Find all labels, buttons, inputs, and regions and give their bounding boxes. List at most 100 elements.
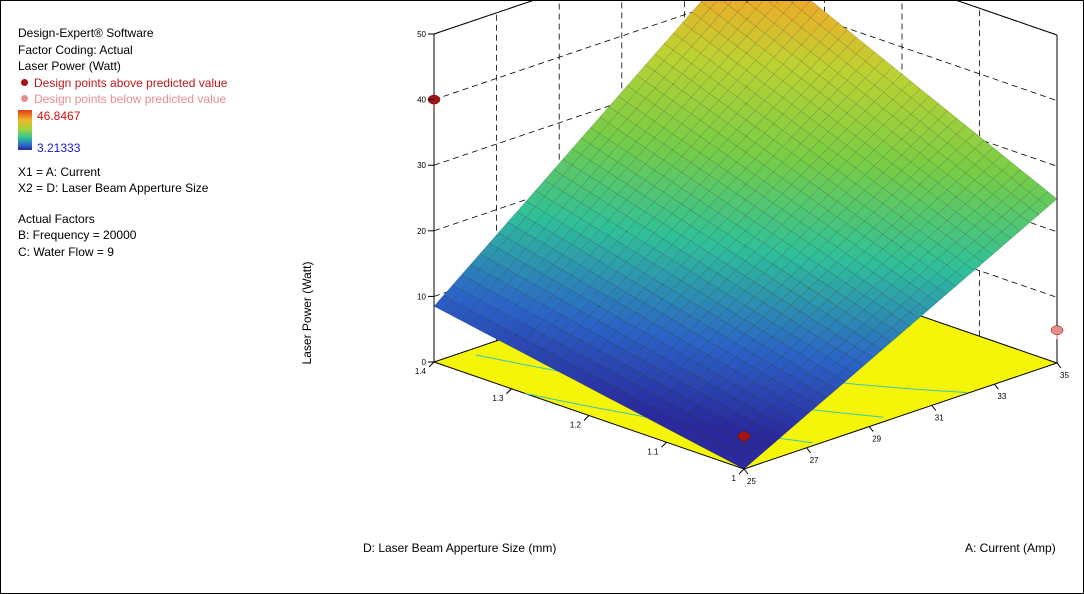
color-legend: 46.8467 3.21333 xyxy=(18,108,227,155)
surface-patch xyxy=(470,268,490,286)
surface-patch xyxy=(725,411,745,426)
surface-patch xyxy=(735,275,755,292)
surface-patch xyxy=(543,248,563,265)
surface-patch xyxy=(1001,223,1021,240)
design-point xyxy=(737,431,751,441)
surface-patch xyxy=(722,1,733,6)
surface-patch xyxy=(791,175,811,192)
surface-patch xyxy=(688,431,709,446)
response-name: Laser Power (Watt) xyxy=(18,59,121,73)
surface-patch xyxy=(525,284,545,301)
surface-patch xyxy=(653,298,673,315)
x2-definition: X2 = D: Laser Beam Apperture Size xyxy=(18,181,209,195)
design-point xyxy=(1050,325,1064,335)
surface-patch xyxy=(680,372,700,387)
surface-patch xyxy=(890,319,911,335)
box-edge xyxy=(433,1,534,35)
y-tick xyxy=(506,388,512,395)
y-tick-label: 1.3 xyxy=(492,394,504,403)
surface-patch xyxy=(707,441,727,455)
x-tick xyxy=(1056,362,1062,369)
surface-patch xyxy=(718,39,738,58)
surface-patch xyxy=(855,190,875,207)
factor-frequency: B: Frequency = 20000 xyxy=(18,228,137,242)
surface-patch xyxy=(873,156,893,174)
x-tick-label: 33 xyxy=(997,392,1006,401)
color-min-label: 3.21333 xyxy=(37,140,81,155)
surface-patch xyxy=(725,450,745,465)
y-tick xyxy=(738,468,745,475)
x-tick-label: 31 xyxy=(935,413,944,422)
surface-patch xyxy=(789,1,795,4)
x-tick xyxy=(994,383,999,390)
box-edge xyxy=(956,1,1058,36)
legend-above-entry: Design points above predicted value xyxy=(18,75,227,92)
x-tick xyxy=(931,405,937,411)
x-tick xyxy=(743,468,749,475)
surface-patch xyxy=(700,76,720,95)
surface-patch xyxy=(479,274,499,291)
x-tick-label: 29 xyxy=(872,435,881,444)
surface-patch xyxy=(488,324,508,341)
y-axis-label: D: Laser Beam Apperture Size (mm) xyxy=(363,541,556,555)
surface-patch xyxy=(470,253,490,270)
z-tick-label: 30 xyxy=(417,161,426,170)
above-point-icon xyxy=(21,78,28,86)
x-tick-label: 25 xyxy=(747,477,756,486)
z-tick-label: 40 xyxy=(417,96,426,105)
legend-above-label: Design points above predicted value xyxy=(34,75,228,90)
x-tick-label: 35 xyxy=(1060,371,1069,380)
surface-patch xyxy=(452,274,472,291)
color-max-label: 46.8467 xyxy=(37,108,81,123)
y-tick xyxy=(428,361,435,368)
design-points xyxy=(427,1,1064,446)
x-axis-label: A: Current (Amp) xyxy=(965,541,1056,555)
surface-patch xyxy=(808,391,828,406)
surface-patch xyxy=(552,358,572,374)
surface-patch xyxy=(1029,199,1049,216)
legend-below-label: Design points below predicted value xyxy=(34,92,227,106)
z-tick-label: 10 xyxy=(417,292,426,301)
y-tick-label: 1.4 xyxy=(415,367,427,376)
color-scale-bar xyxy=(18,109,32,150)
x-tick xyxy=(868,426,874,432)
surface-patch xyxy=(782,54,802,72)
surface-patch xyxy=(636,64,656,82)
surface-patch xyxy=(644,185,664,203)
surface-patch xyxy=(818,255,838,272)
surface-patch xyxy=(479,289,499,306)
surface-patch xyxy=(956,141,976,158)
x-tick xyxy=(806,447,811,454)
software-name: Design-Expert® Software xyxy=(18,26,154,40)
z-axis-label: Laser Power (Watt) xyxy=(300,262,314,365)
y-tick-label: 1.2 xyxy=(570,421,582,430)
y-tick-label: 1 xyxy=(732,474,737,483)
legend-below-entry: Design points below predicted value xyxy=(18,91,227,108)
z-tick-label: 0 xyxy=(422,358,427,367)
surface-patch xyxy=(744,381,764,396)
below-point-icon xyxy=(21,95,28,102)
surface-patch xyxy=(570,324,590,341)
x1-definition: X1 = A: Current xyxy=(18,164,101,179)
z-tick-label: 20 xyxy=(417,227,426,236)
y-tick xyxy=(661,441,667,448)
surface-patch xyxy=(937,174,957,191)
actual-factors-title: Actual Factors xyxy=(18,211,95,226)
y-tick-label: 1.1 xyxy=(647,447,659,456)
surface-patch xyxy=(936,279,957,295)
surface-patch xyxy=(734,455,754,470)
surface-patch xyxy=(844,359,865,375)
response-surface xyxy=(433,1,1058,470)
axes: 0 10 20 30 40 50 25 27 29 31 33 35 1 1.1 1.2 1.3 1.4 xyxy=(415,30,1070,486)
x-tick-label: 27 xyxy=(810,456,819,465)
surface-patch xyxy=(983,239,1003,255)
factor-coding: Factor Coding: Actual xyxy=(18,42,133,57)
z-tick-label: 50 xyxy=(417,30,426,39)
y-tick xyxy=(583,415,590,421)
factor-water-flow: C: Water Flow = 9 xyxy=(18,244,114,259)
info-panel: Design-Expert® Software Factor Coding: A… xyxy=(18,25,227,260)
surface-patch xyxy=(461,309,481,326)
surface-patch xyxy=(762,431,782,446)
surface-patch xyxy=(589,290,609,307)
